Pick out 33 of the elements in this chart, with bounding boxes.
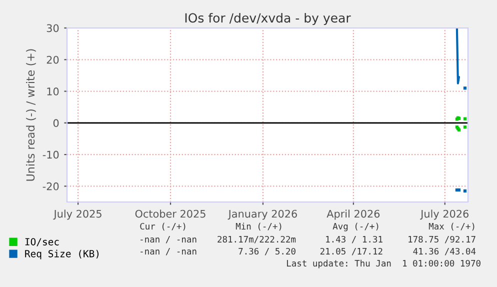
chart-title: IOs for /dev/xvda - by year	[185, 12, 351, 26]
point	[463, 86, 467, 90]
text: -nan / -nan	[140, 248, 196, 256]
text: Last update: Thu Jan 1 01:00:00 1970	[287, 260, 480, 268]
y-tick-label: -10	[42, 150, 59, 159]
legend-label: IO/sec	[25, 238, 59, 246]
text: 21.05 /17.12	[320, 248, 382, 256]
legend-label: Req Size (KB)	[25, 250, 99, 260]
y-axis-title: Units read (-) / write (+)	[26, 49, 36, 181]
point	[463, 125, 467, 129]
x-tick-label: April 2026	[326, 210, 380, 220]
y-tick-label: 10	[47, 88, 59, 96]
text: 1.43 / 1.31	[326, 236, 382, 244]
x-tick-label: October 2025	[135, 210, 206, 218]
text: Min (-/+)	[236, 222, 282, 231]
y-tick-label: 20	[46, 56, 59, 64]
y-tick-label: 30	[46, 24, 59, 32]
point	[457, 188, 461, 192]
y-tick-label: -20	[42, 182, 59, 190]
text: Max (-/+)	[428, 222, 474, 231]
text: Cur (-/+)	[140, 222, 186, 231]
text: 281.17m/222.22m	[218, 236, 296, 244]
text: -nan / -nan	[140, 236, 196, 244]
text: 41.36 /43.04	[413, 248, 476, 256]
x-tick-label: July 2025	[53, 210, 102, 220]
point	[463, 117, 467, 120]
text: 7.36 / 5.20	[238, 248, 296, 256]
point	[463, 189, 467, 192]
x-tick-label: January 2026	[228, 210, 297, 220]
text: Avg (-/+)	[332, 222, 378, 232]
text: 178.75 /92.17	[408, 236, 476, 244]
y-tick-label: 0	[53, 119, 59, 128]
x-tick-label: July 2026	[420, 210, 469, 220]
